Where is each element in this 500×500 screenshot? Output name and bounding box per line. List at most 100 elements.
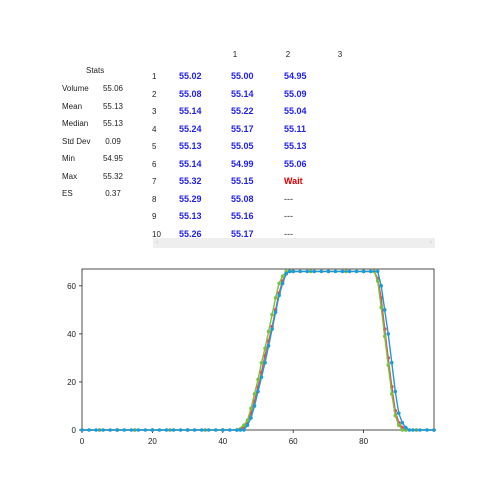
series-point <box>242 428 246 432</box>
row-index: 8 <box>152 194 157 204</box>
series-point <box>418 428 422 432</box>
x-tick-label: 20 <box>148 437 157 446</box>
stat-value: 55.32 <box>102 171 124 181</box>
stat-value: 0.37 <box>105 189 121 198</box>
series-point <box>101 428 105 432</box>
grid-cell[interactable]: 55.08 <box>231 193 254 204</box>
series-point <box>80 428 84 432</box>
series-point <box>312 269 317 274</box>
series-point <box>389 360 394 365</box>
column-header[interactable]: 2 <box>285 50 291 59</box>
grid-cell[interactable]: 55.32 <box>179 176 202 186</box>
series-point <box>382 308 387 312</box>
series-point <box>393 389 398 394</box>
stat-label: Max <box>62 171 78 181</box>
grid-cell[interactable]: 55.09 <box>284 88 307 99</box>
series-point <box>87 428 91 432</box>
x-tick-label: 0 <box>80 437 85 446</box>
series-point <box>259 375 264 379</box>
column-header[interactable]: 3 <box>337 50 343 59</box>
horizontal-scrollbar[interactable]: ‹ › <box>153 238 435 248</box>
grid-cell[interactable]: 55.29 <box>179 193 202 204</box>
grid-cell[interactable]: 55.05 <box>231 141 254 151</box>
x-tick-label: 40 <box>218 437 227 446</box>
grid-cell[interactable]: 55.24 <box>179 123 202 134</box>
grid-cell[interactable]: 55.22 <box>231 106 254 116</box>
series-point <box>379 305 384 310</box>
series-point <box>404 425 408 430</box>
series-point <box>249 406 253 411</box>
column-header[interactable]: 1 <box>232 50 238 59</box>
stats-title: Stats <box>86 66 105 75</box>
series-point <box>386 332 391 336</box>
series-point <box>397 411 401 415</box>
grid-cell[interactable]: --- <box>284 193 293 204</box>
y-tick-label: 40 <box>67 330 76 339</box>
series-point <box>407 428 412 432</box>
series-point <box>245 423 250 427</box>
stat-label: Std Dev <box>62 136 91 146</box>
stat-label: Min <box>62 154 75 163</box>
series-point <box>305 269 310 274</box>
series-point <box>375 279 380 283</box>
x-tick-label: 80 <box>359 437 368 446</box>
grid-cell[interactable]: 55.14 <box>231 88 254 99</box>
grid-cell[interactable]: 55.04 <box>284 106 307 116</box>
series-point <box>379 284 384 288</box>
series-point <box>157 428 162 432</box>
series-point <box>263 346 267 351</box>
stat-label: Mean <box>62 101 83 111</box>
series-point <box>199 428 204 432</box>
stat-value: 0.09 <box>105 136 121 146</box>
row-index: 3 <box>152 107 157 116</box>
stat-value: 54.95 <box>102 154 124 163</box>
row-index: 6 <box>152 159 157 169</box>
grid-cell[interactable]: 55.02 <box>179 71 202 81</box>
grid-cell[interactable]: 55.13 <box>179 141 202 151</box>
grid-cell[interactable]: 55.16 <box>231 211 254 221</box>
series-point <box>192 428 197 432</box>
grid-cell[interactable]: 55.13 <box>179 211 202 221</box>
series-point <box>256 377 260 382</box>
stat-value: 55.06 <box>102 84 124 93</box>
grid-cell[interactable]: 55.14 <box>179 158 202 169</box>
series-point <box>333 269 338 274</box>
grid-cell[interactable]: 54.99 <box>231 158 254 169</box>
series-point <box>213 428 218 432</box>
series-point <box>108 428 112 432</box>
y-tick-label: 60 <box>67 282 76 291</box>
grid-cell[interactable]: 55.11 <box>284 123 307 134</box>
series-point <box>393 413 398 418</box>
grid-cell[interactable]: 55.13 <box>284 141 307 151</box>
grid-cell[interactable]: Wait <box>284 176 303 186</box>
grid-cell[interactable]: --- <box>284 228 293 239</box>
series-point <box>277 293 281 298</box>
series-point <box>361 269 366 274</box>
series-point <box>242 423 246 427</box>
series-point <box>397 423 401 427</box>
grid-cell[interactable]: 55.14 <box>179 106 202 116</box>
scroll-left-arrow-icon[interactable]: ‹ <box>156 239 159 246</box>
chart-axes: 0 20 40 60 80 0 20 40 60 <box>67 268 435 446</box>
grid-cell[interactable]: 55.17 <box>231 123 254 134</box>
grid-cell[interactable]: 55.15 <box>231 176 254 186</box>
series-point <box>249 416 253 420</box>
series-point <box>270 312 274 317</box>
grid-cell[interactable]: 55.06 <box>284 158 307 169</box>
grid-cell[interactable]: 54.95 <box>284 71 307 81</box>
series-point <box>368 269 373 274</box>
stat-label: Volume <box>62 84 89 93</box>
x-tick-label: 60 <box>289 437 298 446</box>
series-point <box>252 392 257 396</box>
grid-cell[interactable]: 55.00 <box>231 71 254 81</box>
grid-cell[interactable]: 55.26 <box>179 228 202 239</box>
series-point <box>291 269 296 274</box>
series-point <box>277 281 281 286</box>
grid-cell[interactable]: 55.08 <box>179 88 202 99</box>
scroll-right-arrow-icon[interactable]: › <box>429 239 432 246</box>
series-point <box>228 428 232 432</box>
grid-cell[interactable]: --- <box>284 211 293 221</box>
grid-cell[interactable]: 55.17 <box>231 228 254 239</box>
series-point <box>143 428 148 432</box>
